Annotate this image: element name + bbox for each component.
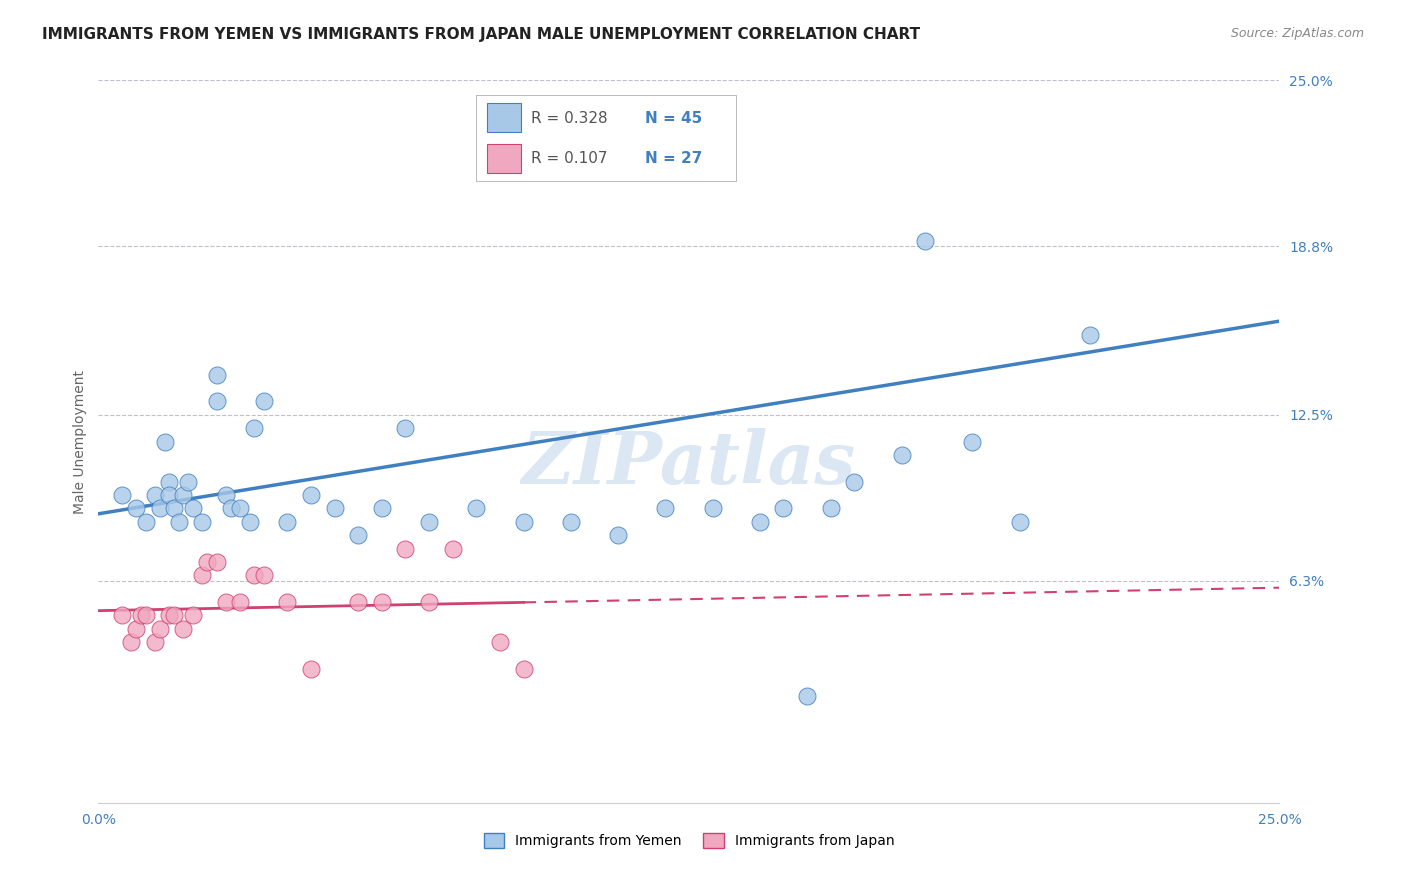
Y-axis label: Male Unemployment: Male Unemployment bbox=[73, 369, 87, 514]
Point bbox=[125, 622, 148, 636]
Point bbox=[153, 434, 176, 449]
Point bbox=[172, 622, 194, 636]
Point bbox=[820, 501, 842, 516]
Point bbox=[111, 488, 134, 502]
Point bbox=[1008, 515, 1031, 529]
Point bbox=[394, 421, 416, 435]
Point bbox=[135, 608, 157, 623]
Point bbox=[748, 515, 770, 529]
Point bbox=[323, 501, 346, 516]
Point bbox=[215, 595, 238, 609]
Point bbox=[143, 635, 166, 649]
Point bbox=[125, 501, 148, 516]
Point bbox=[157, 608, 180, 623]
Point bbox=[205, 394, 228, 409]
Point bbox=[371, 501, 394, 516]
Point bbox=[418, 595, 440, 609]
Point bbox=[654, 501, 676, 516]
Point bbox=[121, 635, 143, 649]
Point bbox=[371, 595, 394, 609]
Point bbox=[243, 568, 266, 582]
Point bbox=[167, 515, 190, 529]
Point bbox=[347, 528, 370, 542]
Point bbox=[772, 501, 794, 516]
Point bbox=[441, 541, 464, 556]
Point bbox=[129, 608, 152, 623]
Point bbox=[418, 515, 440, 529]
Point bbox=[205, 368, 228, 382]
Point bbox=[347, 595, 370, 609]
Point bbox=[157, 475, 180, 489]
Point bbox=[181, 608, 204, 623]
Point bbox=[299, 488, 322, 502]
Point bbox=[276, 515, 298, 529]
Point bbox=[215, 488, 238, 502]
Point bbox=[796, 689, 818, 703]
Point bbox=[560, 515, 582, 529]
Point bbox=[512, 515, 534, 529]
Point bbox=[1080, 327, 1102, 342]
Point bbox=[702, 501, 724, 516]
Point bbox=[914, 234, 936, 248]
Point bbox=[163, 608, 186, 623]
Point bbox=[844, 475, 866, 489]
Point bbox=[276, 595, 298, 609]
Point bbox=[465, 501, 488, 516]
Text: Source: ZipAtlas.com: Source: ZipAtlas.com bbox=[1230, 27, 1364, 40]
Point bbox=[253, 568, 276, 582]
Point bbox=[172, 488, 194, 502]
Point bbox=[149, 622, 172, 636]
Point bbox=[607, 528, 630, 542]
Point bbox=[191, 515, 214, 529]
Point bbox=[229, 595, 252, 609]
Point bbox=[163, 501, 186, 516]
Point bbox=[157, 488, 180, 502]
Point bbox=[205, 555, 228, 569]
Point bbox=[239, 515, 262, 529]
Point bbox=[489, 635, 512, 649]
Text: IMMIGRANTS FROM YEMEN VS IMMIGRANTS FROM JAPAN MALE UNEMPLOYMENT CORRELATION CHA: IMMIGRANTS FROM YEMEN VS IMMIGRANTS FROM… bbox=[42, 27, 921, 42]
Point bbox=[243, 421, 266, 435]
Point bbox=[229, 501, 252, 516]
Text: ZIPatlas: ZIPatlas bbox=[522, 428, 856, 499]
Point bbox=[890, 448, 912, 462]
Point bbox=[195, 555, 218, 569]
Point bbox=[143, 488, 166, 502]
Point bbox=[299, 662, 322, 676]
Point bbox=[191, 568, 214, 582]
Point bbox=[394, 541, 416, 556]
Legend: Immigrants from Yemen, Immigrants from Japan: Immigrants from Yemen, Immigrants from J… bbox=[478, 828, 900, 854]
Point bbox=[219, 501, 242, 516]
Point bbox=[512, 662, 534, 676]
Point bbox=[962, 434, 984, 449]
Point bbox=[149, 501, 172, 516]
Point bbox=[111, 608, 134, 623]
Point bbox=[135, 515, 157, 529]
Point bbox=[177, 475, 200, 489]
Point bbox=[253, 394, 276, 409]
Point bbox=[181, 501, 204, 516]
